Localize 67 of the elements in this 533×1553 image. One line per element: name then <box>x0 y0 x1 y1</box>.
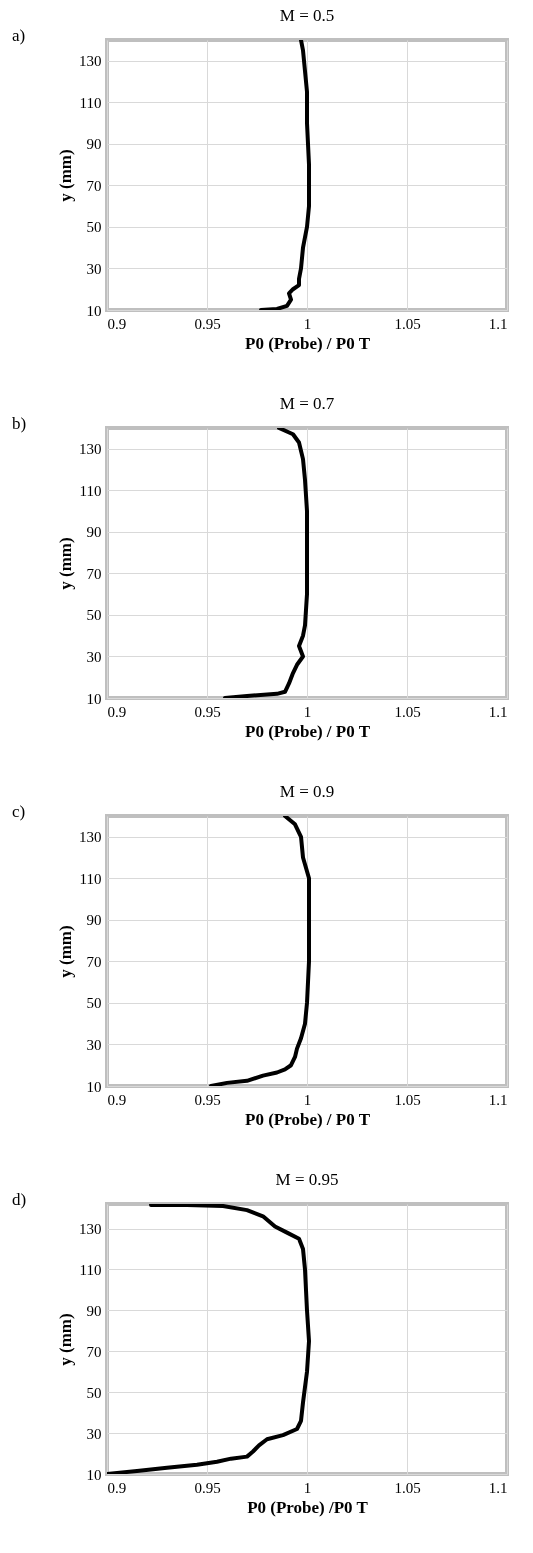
y-tick-label: 110 <box>79 870 102 887</box>
y-tick-label: 90 <box>86 524 102 541</box>
x-tick-label: 0.9 <box>107 1479 127 1496</box>
y-tick-label: 110 <box>79 1261 102 1278</box>
chart-title: M = 0.5 <box>279 6 335 25</box>
y-tick-label: 130 <box>79 441 102 458</box>
x-tick-label: 0.9 <box>107 703 127 720</box>
y-tick-label: 10 <box>86 1466 102 1483</box>
y-tick-label: 30 <box>86 648 102 665</box>
text: b) <box>12 414 27 433</box>
y-tick-label: 90 <box>86 1302 102 1319</box>
y-axis-title: y (mm) <box>56 925 75 978</box>
y-tick-label: 50 <box>86 607 102 624</box>
y-tick-label: 30 <box>86 1425 102 1442</box>
y-axis-title: y (mm) <box>56 537 75 590</box>
y-tick-label: 30 <box>86 260 102 277</box>
chart-title: M = 0.9 <box>279 782 335 801</box>
y-tick-label: 130 <box>79 53 102 70</box>
y-tick-label: 90 <box>86 912 102 929</box>
x-tick-label: 0.95 <box>194 315 221 332</box>
x-tick-label: 1.05 <box>394 1091 421 1108</box>
y-tick-label: 70 <box>86 565 102 582</box>
y-tick-label: 70 <box>86 1343 102 1360</box>
y-tick-label: 110 <box>79 94 102 111</box>
y-tick-label: 30 <box>86 1036 102 1053</box>
chart-title: M = 0.95 <box>275 1170 339 1189</box>
chart-title: M = 0.7 <box>279 394 335 413</box>
x-tick-label: 1 <box>303 1091 312 1108</box>
line-series <box>223 428 309 698</box>
y-tick-label: 10 <box>86 690 102 707</box>
y-tick-label: 70 <box>86 953 102 970</box>
text: c) <box>12 802 26 821</box>
x-tick-label: 1.1 <box>488 1479 508 1496</box>
y-tick-label: 50 <box>86 1384 102 1401</box>
x-tick-label: 1 <box>303 703 312 720</box>
x-axis-title: P0 (Probe) / P0 T <box>245 333 371 353</box>
y-tick-label: 130 <box>79 829 102 846</box>
y-tick-label: 50 <box>86 995 102 1012</box>
y-tick-label: 10 <box>86 302 102 319</box>
x-axis-title: P0 (Probe) /P0 T <box>247 1497 369 1517</box>
x-tick-label: 1 <box>303 1479 312 1496</box>
x-tick-label: 0.9 <box>107 1091 127 1108</box>
text: d) <box>12 1190 27 1209</box>
y-tick-label: 90 <box>86 136 102 153</box>
y-tick-label: 50 <box>86 219 102 236</box>
x-tick-label: 0.95 <box>194 703 221 720</box>
x-tick-label: 1.05 <box>394 315 421 332</box>
y-axis-title: y (mm) <box>56 1313 75 1366</box>
x-tick-label: 0.95 <box>194 1479 221 1496</box>
x-tick-label: 1.05 <box>394 1479 421 1496</box>
text: a) <box>12 26 26 45</box>
y-axis-title: y (mm) <box>56 149 75 202</box>
x-tick-label: 1 <box>303 315 312 332</box>
x-tick-label: 1.1 <box>488 1091 508 1108</box>
line-series <box>209 816 311 1086</box>
x-tick-label: 0.95 <box>194 1091 221 1108</box>
x-tick-label: 1.1 <box>488 315 508 332</box>
y-tick-label: 110 <box>79 482 102 499</box>
y-tick-label: 10 <box>86 1078 102 1095</box>
line-series <box>259 40 311 310</box>
x-tick-label: 0.9 <box>107 315 127 332</box>
x-tick-label: 1.1 <box>488 703 508 720</box>
x-axis-title: P0 (Probe) / P0 T <box>245 1109 371 1129</box>
y-tick-label: 70 <box>86 177 102 194</box>
x-tick-label: 1.05 <box>394 703 421 720</box>
y-tick-label: 130 <box>79 1221 102 1238</box>
x-axis-title: P0 (Probe) / P0 T <box>245 721 371 741</box>
